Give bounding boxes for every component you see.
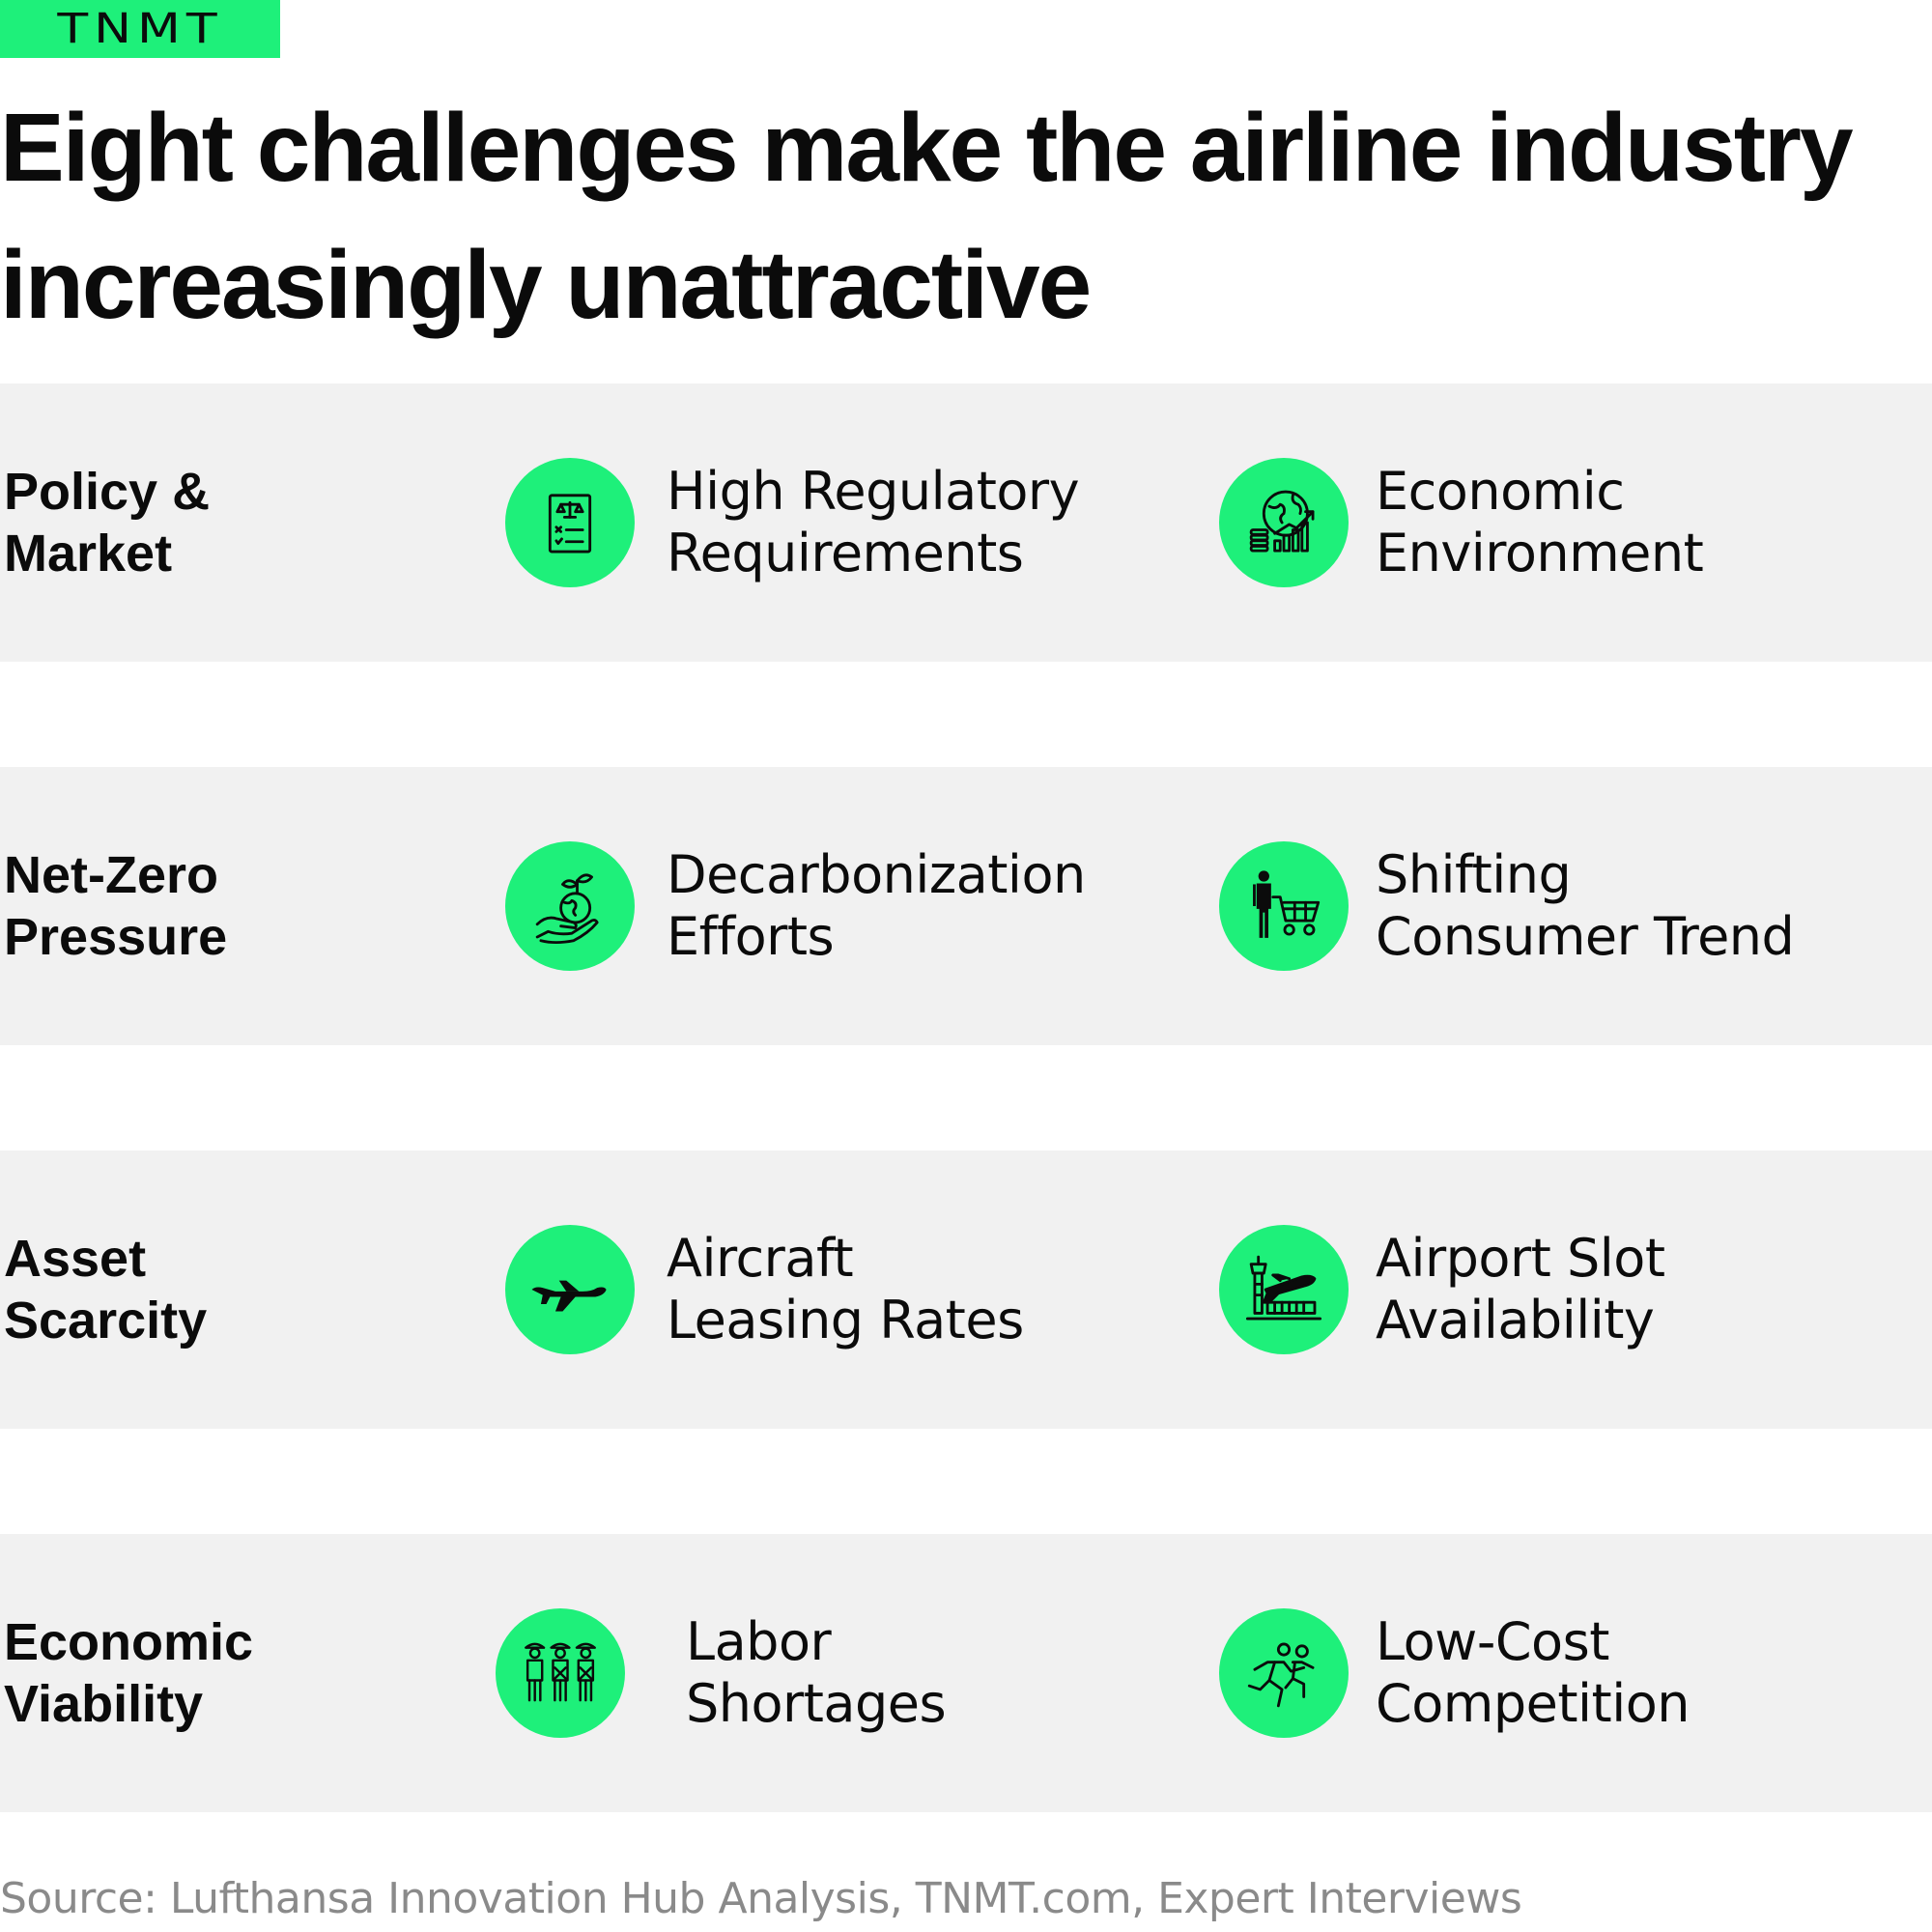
airport-tower-icon bbox=[1219, 1225, 1349, 1354]
challenge-label: High Regulatory Requirements bbox=[667, 461, 1080, 583]
challenge-label: Airport Slot Availability bbox=[1376, 1228, 1665, 1350]
category-label: Economic Viability bbox=[4, 1613, 254, 1733]
workers-icon bbox=[496, 1608, 625, 1738]
brand-logo-text: TNMT bbox=[57, 5, 223, 53]
challenge-label: Shifting Consumer Trend bbox=[1376, 844, 1795, 967]
challenge-row: Economic Viability bbox=[0, 1534, 1932, 1812]
challenge-row: Policy & Market High Regulatory Requirem… bbox=[0, 384, 1932, 662]
challenge-label: Low-Cost Competition bbox=[1376, 1611, 1690, 1734]
brand-logo: TNMT bbox=[0, 0, 280, 58]
runners-icon bbox=[1219, 1608, 1349, 1738]
challenge-label: Economic Environment bbox=[1376, 461, 1704, 583]
challenge-label: Decarbonization Efforts bbox=[667, 844, 1086, 967]
shopper-cart-icon bbox=[1219, 841, 1349, 971]
category-label: Policy & Market bbox=[4, 463, 211, 582]
page-title: Eight challenges make the airline indust… bbox=[0, 94, 1854, 339]
regulation-document-icon bbox=[505, 458, 635, 587]
challenge-row: Asset Scarcity Aircraft Leasing Rates bbox=[0, 1151, 1932, 1429]
hand-globe-plant-icon bbox=[505, 841, 635, 971]
category-label: Net-Zero Pressure bbox=[4, 846, 228, 966]
airplane-icon bbox=[505, 1225, 635, 1354]
category-label: Asset Scarcity bbox=[4, 1230, 208, 1350]
source-note: Source: Lufthansa Innovation Hub Analysi… bbox=[0, 1874, 1522, 1923]
challenge-label: Labor Shortages bbox=[686, 1611, 947, 1734]
challenge-row: Net-Zero Pressure Decarbonization Effort… bbox=[0, 767, 1932, 1045]
globe-finance-icon bbox=[1219, 458, 1349, 587]
challenge-label: Aircraft Leasing Rates bbox=[667, 1228, 1024, 1350]
